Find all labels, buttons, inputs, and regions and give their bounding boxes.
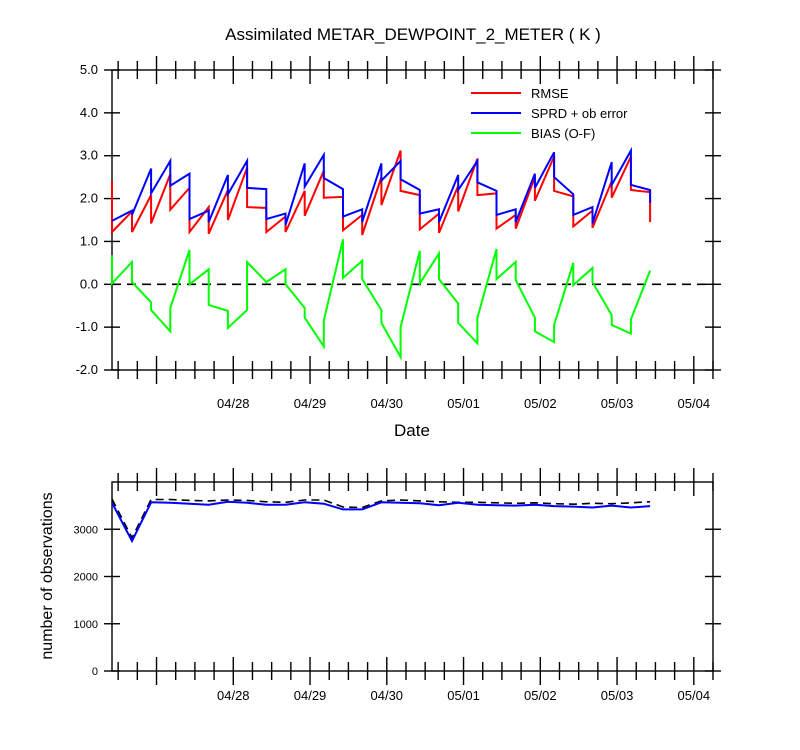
bottom-x-tick-label: 04/28 [217,688,250,703]
top-x-tick-label: 04/28 [217,396,250,411]
legend-label-rmse: RMSE [531,86,569,101]
bottom-x-tick-label: 04/29 [294,688,327,703]
top-y-tick-label: 3.0 [80,148,98,163]
top-x-axis: 04/28 04/29 04/30 05/01 05/02 05/03 05/04 [117,56,714,411]
bottom-y-tick-label: 1000 [74,619,98,631]
top-y-tick-label: 0.0 [80,276,98,291]
top-y-tick-label: 4.0 [80,105,98,120]
top-y-tick-label: 5.0 [80,62,98,77]
series-line-rmse [111,150,652,236]
x-axis-label: Date [394,421,430,440]
top-x-tick-label: 05/04 [678,396,711,411]
bottom-x-tick-label: 05/01 [447,688,480,703]
bottom-x-tick-label: 05/04 [678,688,711,703]
top-x-tick-label: 04/30 [371,396,404,411]
observations-line-dashed [111,498,651,540]
top-x-tick-label: 05/01 [447,396,480,411]
bottom-x-tick-label: 05/03 [601,688,634,703]
bottom-y-tick-label: 2000 [74,572,98,584]
bottom-series-group [111,498,651,544]
legend: RMSE SPRD + ob error BIAS (O-F) [471,86,628,141]
bottom-y-axis: 0 1000 2000 3000 [74,524,721,678]
bottom-x-tick-label: 05/02 [524,688,557,703]
top-y-tick-label: -1.0 [76,319,98,334]
top-x-tick-label: 05/03 [601,396,634,411]
top-x-tick-label: 04/29 [294,396,327,411]
top-y-tick-label: -2.0 [76,362,98,377]
top-y-axis: -2.0 -1.0 0.0 1.0 2.0 3.0 4.0 5.0 [76,62,721,377]
observations-line-solid [111,500,651,544]
top-x-tick-label: 05/02 [524,396,557,411]
chart-title: Assimilated METAR_DEWPOINT_2_METER ( K ) [225,25,601,44]
bottom-x-tick-label: 04/30 [371,688,404,703]
y-axis-label-observations: number of observations [39,492,56,659]
bottom-x-axis: 04/28 04/29 04/30 05/01 05/02 05/03 05/04 [117,468,714,703]
bottom-y-tick-label: 3000 [74,524,98,536]
top-series-group [111,146,652,361]
legend-label-sprd: SPRD + ob error [531,106,628,121]
series-line-bias-o-f [111,239,652,361]
series-line-sprd-ob-error [111,146,652,226]
top-y-tick-label: 2.0 [80,191,98,206]
top-y-tick-label: 1.0 [80,233,98,248]
bottom-plot-frame [111,481,714,672]
legend-label-bias: BIAS (O-F) [531,126,595,141]
bottom-y-tick-label: 0 [92,666,98,678]
